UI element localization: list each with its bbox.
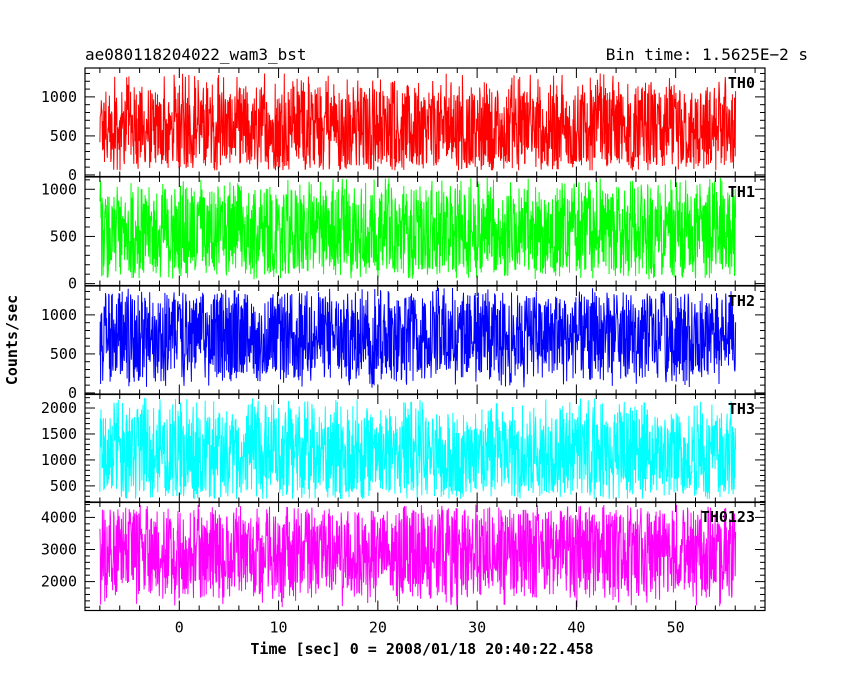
panel-th0: 0 500 1000 TH0 [41,67,766,184]
x-tick-label: 10 [270,619,288,637]
y-tick-label: 2000 [41,573,77,591]
y-tick-label: 500 [50,345,77,363]
series-th1 [99,177,737,280]
panel-label-th3: TH3 [728,400,755,418]
bin-time-label: Bin time: 1.5625E−2 s [606,45,808,64]
y-tick-label: 500 [50,477,77,495]
y-tick-label: 500 [50,227,77,245]
panel-th1: 0 500 1000 TH1 [41,176,766,293]
y-tick-label: 3000 [41,541,77,559]
x-tick-label: 40 [567,619,585,637]
y-tick-label: 2000 [41,399,77,417]
x-axis-title: Time [sec] 0 = 2008/01/18 20:40:22.458 [250,640,593,658]
panel-label-th0123: TH0123 [701,508,755,526]
y-tick-label: 1000 [41,451,77,469]
panel-th2: 0 500 1000 TH2 [41,285,766,402]
series-th2 [99,287,737,388]
y-tick-label: 0 [68,384,77,402]
y-tick-label: 1000 [41,88,77,106]
chart-title: ae080118204022_wam3_bst [85,45,307,64]
series-th3 [99,397,737,499]
y-tick-label: 4000 [41,508,77,526]
y-tick-label: 500 [50,127,77,145]
series-th0123 [99,504,737,608]
y-tick-label: 1000 [41,180,77,198]
panel-th3: 500 1000 1500 2000 TH3 [41,393,766,504]
y-tick-label: 0 [68,166,77,184]
series-th0 [99,73,737,171]
y-tick-label: 1500 [41,425,77,443]
panel-label-th1: TH1 [728,183,755,201]
panel-label-th2: TH2 [728,292,755,310]
x-tick-label: 50 [667,619,685,637]
x-tick-label: 0 [175,619,184,637]
x-tick-label: 20 [369,619,387,637]
x-tick-label: 30 [468,619,486,637]
y-tick-label: 1000 [41,306,77,324]
panel-label-th0: TH0 [728,74,755,92]
panel-th0123: 2000 3000 4000 TH0123 [41,501,766,612]
y-axis-title: Counts/sec [3,295,21,385]
y-tick-label: 0 [68,275,77,293]
